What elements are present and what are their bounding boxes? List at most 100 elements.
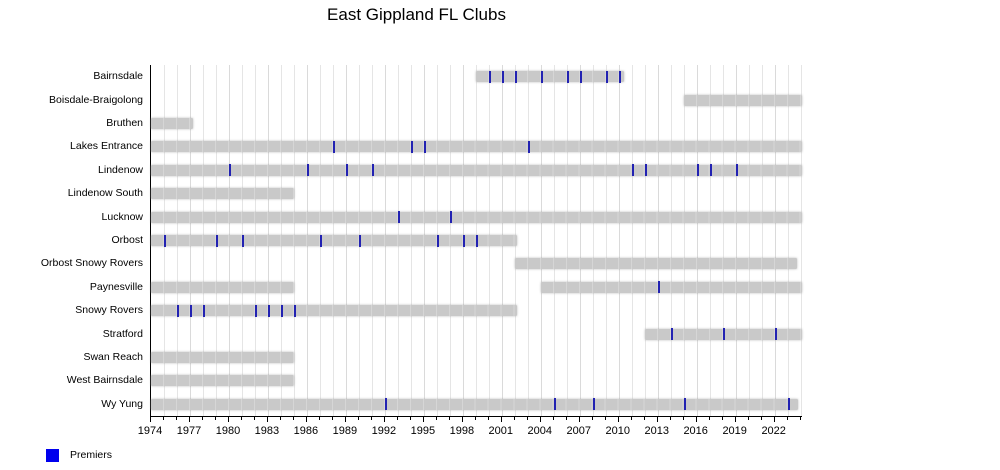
year-gridline <box>592 65 594 416</box>
year-gridline <box>722 65 724 416</box>
x-tick-label: 1986 <box>293 425 319 437</box>
x-major-tick <box>422 417 424 422</box>
club-label: Orbost <box>111 234 143 246</box>
x-minor-tick <box>526 417 528 420</box>
x-tick-label: 2016 <box>683 425 708 437</box>
year-gridline <box>605 65 607 416</box>
x-minor-tick <box>357 417 359 420</box>
x-minor-tick <box>215 417 216 420</box>
premiership-mark <box>696 164 699 177</box>
year-gridline <box>657 65 659 416</box>
club-label: West Bairnsdale <box>66 374 143 387</box>
club-period-bar <box>151 305 518 317</box>
premiership-mark <box>267 304 270 317</box>
x-minor-tick <box>630 417 632 420</box>
premiership-mark <box>579 70 582 83</box>
year-gridline <box>579 65 581 416</box>
x-minor-tick <box>604 417 606 420</box>
premiership-mark <box>553 398 556 411</box>
x-major-tick <box>500 417 502 422</box>
premiership-mark <box>229 164 231 177</box>
x-minor-tick <box>279 417 281 420</box>
club-period-bar <box>514 258 797 270</box>
x-tick-label: 1977 <box>176 425 202 437</box>
premiership-mark <box>605 70 608 83</box>
x-minor-tick <box>708 417 710 420</box>
club-label: Orbost Snowy Rovers <box>40 257 143 270</box>
club-label: Swan Reach <box>83 351 143 363</box>
premiership-mark <box>683 398 686 411</box>
x-tick-label: 2001 <box>488 425 514 437</box>
x-minor-tick <box>669 417 671 420</box>
x-minor-tick <box>292 417 294 420</box>
club-period-bar <box>151 235 518 246</box>
premiership-mark <box>255 304 257 317</box>
x-tick-label: 2013 <box>644 425 670 437</box>
premiership-mark <box>177 304 179 317</box>
premiership-mark <box>449 211 452 224</box>
x-major-tick <box>228 417 229 422</box>
chart-title: East Gippland FL Clubs <box>327 5 506 24</box>
premiership-mark <box>631 164 634 177</box>
club-label-column: Bairnsdale Boisdale-Braigolong Bruthen Lake… <box>0 0 143 470</box>
premiership-mark <box>319 234 322 247</box>
premiership-mark <box>657 281 660 294</box>
x-minor-tick <box>409 417 411 420</box>
x-major-tick <box>617 417 619 422</box>
x-tick-label: 1980 <box>215 425 241 437</box>
x-major-tick <box>344 417 346 422</box>
year-gridline <box>709 65 711 416</box>
x-minor-tick <box>318 417 320 420</box>
year-gridline <box>618 65 620 416</box>
club-period-bar <box>151 141 802 153</box>
x-major-tick <box>305 417 307 422</box>
club-label: Bruthen <box>106 117 143 129</box>
x-minor-tick <box>163 417 164 420</box>
year-gridline <box>527 65 529 416</box>
premiers-legend-label: Premiers <box>70 449 113 461</box>
x-tick-label: 2019 <box>722 425 747 437</box>
club-label: Stratford <box>102 327 143 340</box>
year-gridline <box>761 65 763 416</box>
x-major-tick <box>695 417 697 422</box>
club-period-bar <box>475 71 624 83</box>
x-minor-tick <box>241 417 242 420</box>
year-gridline <box>553 65 555 416</box>
x-major-tick <box>461 417 463 422</box>
x-minor-tick <box>786 417 788 420</box>
x-tick-label: 2004 <box>527 425 553 437</box>
year-gridline <box>748 65 750 416</box>
legend: Premiers <box>46 448 112 462</box>
x-major-tick <box>734 417 736 422</box>
premiership-mark <box>384 398 387 411</box>
x-minor-tick <box>176 417 177 420</box>
x-major-tick <box>189 417 190 422</box>
premiership-mark <box>216 234 218 247</box>
club-period-bar <box>151 211 802 223</box>
x-major-tick <box>383 417 385 422</box>
x-minor-tick <box>474 417 476 420</box>
premiership-mark <box>501 70 504 83</box>
premiership-mark <box>462 234 465 247</box>
club-label: Lindenow South <box>67 187 143 200</box>
premiership-mark <box>423 140 426 153</box>
premiership-mark <box>332 140 335 153</box>
premiership-mark <box>306 164 309 177</box>
x-tick-label: 2010 <box>605 425 631 437</box>
premiership-mark <box>774 328 777 341</box>
x-minor-tick <box>254 417 255 420</box>
premiership-mark <box>514 70 517 83</box>
premiership-mark <box>540 70 543 83</box>
club-label: Lindenow <box>98 163 143 176</box>
club-label: Lakes Entrance <box>70 140 143 153</box>
year-gridline <box>774 65 776 416</box>
x-minor-tick <box>721 417 723 420</box>
premiership-mark <box>735 164 738 177</box>
club-label: Bairnsdale <box>93 70 143 83</box>
x-tick-label: 1995 <box>410 425 436 437</box>
premiers-legend-swatch <box>46 448 59 462</box>
x-minor-tick <box>799 417 801 420</box>
club-period-bar <box>540 281 802 293</box>
x-minor-tick <box>331 417 333 420</box>
premiership-mark <box>203 304 205 317</box>
